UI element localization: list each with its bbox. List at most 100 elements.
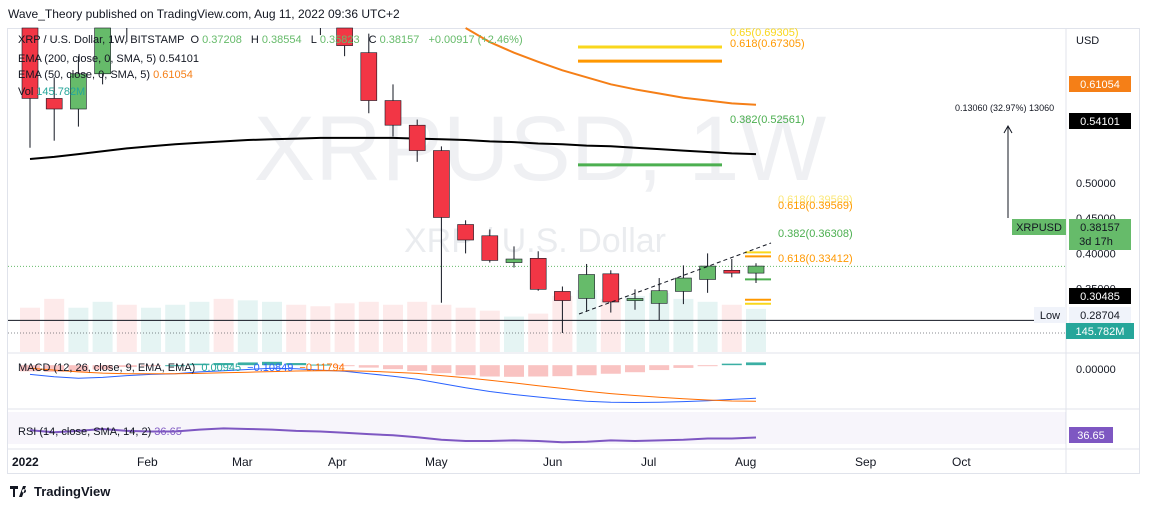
time-label: Sep (855, 455, 877, 469)
level-tag-bg (1069, 288, 1131, 304)
tradingview-wordmark: TradingView (34, 484, 111, 499)
fibonacci-levels (578, 45, 771, 305)
macd-histogram-bar (552, 365, 573, 377)
legend-close: C 0.38157 (368, 34, 420, 46)
macd-histogram-bar (310, 364, 331, 366)
symbol-name-tag-bg (1012, 219, 1066, 235)
volume-bar (286, 304, 307, 352)
volume-bar (68, 307, 89, 352)
last-price-tag: 0.38157 (1080, 222, 1120, 234)
countdown-tag: 3d 17h (1079, 236, 1113, 248)
candle-body (626, 298, 644, 301)
legend-symbol: XRP / U.S. Dollar, 1W, BITSTAMP (18, 34, 185, 46)
volume-bar (407, 301, 428, 352)
macd-histogram-bar (528, 365, 549, 377)
legend-low: L 0.35823 (310, 34, 360, 46)
candle-body (602, 273, 620, 303)
macd-value-1: 0.00945 (201, 362, 242, 374)
volume-bar (116, 304, 137, 352)
time-label: 2022 (12, 455, 39, 469)
macd-histogram-bar (407, 365, 428, 371)
macd-histogram-bar (44, 365, 65, 372)
fib-label-0618-low: 0.618(0.33412) (778, 253, 853, 265)
measure-label: 0.13060 (32.97%) 13060 (955, 103, 1054, 113)
rsi-line (29, 427, 757, 444)
candle-body (747, 265, 765, 274)
volume-bar (479, 310, 500, 352)
macd-histogram-bar (165, 365, 186, 367)
candle-body (384, 100, 402, 126)
tradingview-logo-icon (10, 485, 30, 500)
volume-value: 145.782M (36, 86, 86, 98)
candle-body (360, 52, 378, 101)
volume-bar (165, 304, 186, 352)
volume-tag-bg (1066, 323, 1134, 339)
fib-label-0382-mid: 0.382(0.36308) (778, 228, 853, 240)
volume-bar (334, 303, 355, 352)
low-label-bg (1034, 307, 1066, 323)
rsi-band (8, 412, 1066, 444)
macd-histogram-bar (431, 365, 452, 374)
low-tag: 0.28704 (1080, 310, 1120, 322)
publisher-line: Wave_Theory published on TradingView.com… (8, 7, 400, 21)
ema200-tag-bg (1069, 113, 1131, 129)
time-label: Apr (328, 455, 347, 469)
candle-body (650, 290, 668, 304)
moving-averages (29, 27, 757, 160)
chart-canvas[interactable]: XRPUSD, 1W XRP / U.S. Dollar 0.65(0.6930… (0, 0, 1149, 480)
macd-axis-tick: 0.00000 (1076, 364, 1116, 376)
last-price-tag-bg (1069, 219, 1131, 250)
volume-bar (649, 292, 670, 352)
fib-label-0618-mid: 0.618(0.39569) (778, 200, 853, 212)
time-label: Aug (735, 455, 756, 469)
volume-bar (358, 301, 379, 352)
macd-value-3: −0.11794 (299, 362, 345, 374)
volume-bar (576, 290, 597, 352)
candlesticks (21, 27, 765, 333)
volume-bar (44, 298, 65, 352)
macd-pane (20, 361, 766, 404)
price-tick: 0.40000 (1076, 248, 1116, 260)
macd-histogram-bar (334, 365, 355, 367)
legend-open: O 0.37208 (190, 34, 242, 46)
ema50-tag-bg (1069, 76, 1131, 92)
volume-bar (310, 306, 331, 352)
volume-bar (141, 307, 161, 352)
volume-bar (528, 313, 549, 352)
candle-body (408, 124, 426, 151)
trendline-dashed (578, 242, 772, 315)
rsi-value: 36.65 (154, 426, 182, 438)
candle-body (723, 269, 741, 274)
fib-label-065: 0.65(0.69305) (730, 27, 799, 39)
ema200-value: 0.54101 (159, 53, 199, 65)
tradingview-footer: TradingView (10, 484, 110, 500)
ema200-tag: 0.54101 (1080, 116, 1120, 128)
volume-bar (625, 295, 645, 352)
rsi-tag: 36.65 (1077, 430, 1105, 442)
macd-histogram-bar (189, 363, 210, 366)
watermark-big: XRPUSD, 1W (254, 98, 827, 200)
time-label: Oct (952, 455, 971, 469)
rsi-tag-bg (1069, 427, 1113, 443)
signal-line (29, 367, 757, 402)
candle-body (94, 27, 111, 75)
macd-histogram-bar (358, 365, 379, 368)
macd-histogram-bar (673, 365, 694, 368)
macd-histogram-bar (649, 365, 670, 371)
legend-high: H 0.38554 (250, 34, 302, 46)
candle-body (578, 274, 595, 299)
candle-body (21, 27, 39, 99)
price-tick: 0.50000 (1076, 178, 1116, 190)
macd-histogram-bar (286, 363, 307, 366)
candle-body (457, 224, 474, 241)
macd-histogram-bar (213, 363, 234, 366)
macd-histogram-bar (504, 365, 524, 377)
macd-histogram-bar (68, 365, 89, 372)
macd-histogram-bar (697, 365, 718, 367)
volume-bar (455, 307, 476, 352)
chart-frame[interactable] (7, 28, 1140, 474)
volume-bar (383, 304, 403, 352)
volume-bar (746, 308, 766, 352)
volume-bar (92, 301, 113, 352)
level-tag: 0.30485 (1080, 291, 1120, 303)
